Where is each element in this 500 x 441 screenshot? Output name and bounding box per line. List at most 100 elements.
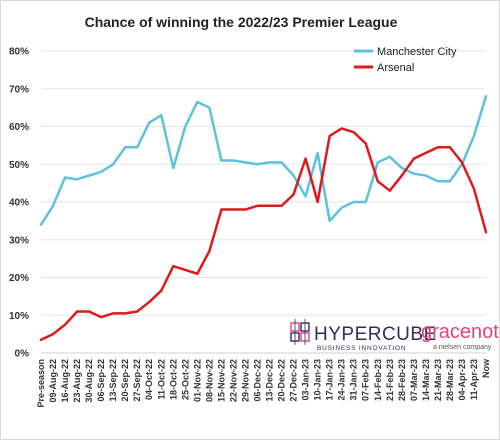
data-point	[112, 312, 114, 314]
data-point	[52, 333, 54, 335]
data-point	[268, 205, 271, 207]
hypercube-mark-icon	[290, 319, 310, 345]
data-point	[353, 131, 355, 133]
data-point	[208, 107, 210, 109]
data-point	[160, 290, 162, 292]
data-point	[136, 310, 138, 313]
x-tick-label: 04-Apr-23	[457, 359, 467, 401]
x-tick-label: 30-Aug-22	[84, 359, 94, 403]
data-point	[220, 208, 223, 211]
x-tick-label: 06-Dec-22	[252, 359, 262, 402]
data-point	[292, 174, 295, 177]
data-point	[304, 195, 307, 197]
data-point	[425, 152, 427, 154]
x-tick-label: 16-Aug-22	[60, 359, 70, 403]
data-point	[280, 161, 283, 163]
series-line-manchester-city	[39, 95, 488, 226]
x-tick-label: 17-Jan-23	[325, 359, 335, 401]
data-point	[232, 208, 235, 211]
y-tick-label: 40%	[9, 198, 29, 209]
x-tick-label: Pre-season	[36, 359, 46, 408]
data-point	[449, 146, 451, 148]
x-tick-label: 24-Jan-23	[337, 359, 347, 401]
data-point	[124, 312, 126, 314]
data-point	[88, 174, 90, 177]
x-tick-label: Now	[481, 358, 491, 378]
data-point	[100, 316, 102, 318]
x-tick-label: 10-Jan-23	[313, 359, 323, 401]
x-tick-label: 18-Oct-22	[168, 359, 178, 400]
data-point	[148, 122, 150, 124]
hypercube-wordmark: HYPERCUBE	[314, 324, 437, 345]
data-point	[172, 265, 174, 267]
data-point	[100, 171, 102, 173]
data-point	[208, 250, 210, 252]
x-tick-label: 13-Sep-22	[108, 359, 118, 402]
x-tick-label: 28-Mar-23	[445, 359, 455, 401]
data-point	[88, 310, 90, 313]
x-tick-label: 25-Oct-22	[180, 359, 190, 400]
data-point	[353, 201, 355, 203]
x-tick-label: 14-Mar-23	[421, 359, 431, 401]
x-tick-label: 29-Nov-22	[240, 359, 250, 402]
data-point	[389, 190, 391, 192]
gridlines	[41, 50, 486, 354]
data-point	[377, 180, 379, 182]
x-tick-label: 21-Feb-23	[385, 359, 395, 401]
data-point	[232, 159, 235, 162]
data-point	[268, 161, 271, 163]
x-tick-label: 20-Sep-22	[120, 359, 130, 402]
x-tick-label: 08-Nov-22	[204, 359, 214, 402]
data-point	[413, 173, 415, 175]
data-point	[184, 269, 186, 271]
x-tick-label: 31-Jan-23	[349, 359, 359, 401]
data-point	[485, 95, 487, 97]
data-point	[244, 208, 247, 211]
legend-label-arsenal: Arsenal	[377, 62, 414, 74]
x-tick-label: 07-Mar-23	[409, 359, 419, 401]
y-tick-label: 60%	[9, 122, 29, 133]
x-axis-ticks: Pre-season 09-Aug-22 16-Aug-22 23-Aug-22 30-…	[36, 358, 491, 408]
data-point	[317, 201, 319, 203]
data-point	[256, 163, 259, 165]
data-point	[196, 273, 198, 275]
data-point	[244, 161, 247, 163]
data-point	[172, 167, 174, 169]
data-point	[449, 180, 451, 182]
x-tick-label: 23-Aug-22	[72, 359, 82, 403]
data-point	[64, 176, 66, 179]
data-point	[329, 135, 331, 137]
chart-title: Chance of winning the 2022/23 Premier Le…	[85, 14, 398, 30]
data-point	[160, 114, 162, 116]
data-point	[184, 125, 186, 128]
gracenote-tagline: a nielsen company	[433, 344, 492, 351]
data-point	[292, 193, 295, 196]
data-point	[76, 310, 78, 313]
data-point	[473, 188, 475, 190]
data-point	[461, 161, 463, 163]
data-point	[341, 207, 343, 209]
x-tick-label: 13-Dec-22	[265, 359, 275, 402]
series-line-arsenal	[39, 127, 488, 342]
data-point	[40, 224, 42, 226]
data-point	[220, 159, 223, 162]
x-tick-label: 06-Sep-22	[96, 359, 106, 402]
data-point	[425, 174, 427, 177]
y-tick-label: 80%	[9, 47, 29, 58]
legend-label-manchester-city: Manchester City	[377, 46, 457, 58]
x-tick-label: 27-Dec-22	[289, 359, 299, 402]
x-tick-label: 20-Dec-22	[277, 359, 287, 402]
y-tick-label: 10%	[9, 311, 29, 322]
data-point	[40, 339, 42, 341]
hypercube-tagline: BUSINESS INNOVATION	[317, 345, 406, 352]
data-point	[437, 146, 439, 148]
data-point	[136, 146, 138, 148]
data-point	[124, 146, 126, 148]
data-point	[401, 174, 403, 177]
x-tick-label: 21-Mar-23	[433, 359, 443, 401]
data-point	[304, 157, 307, 160]
data-point	[473, 135, 475, 137]
data-point	[112, 163, 114, 165]
